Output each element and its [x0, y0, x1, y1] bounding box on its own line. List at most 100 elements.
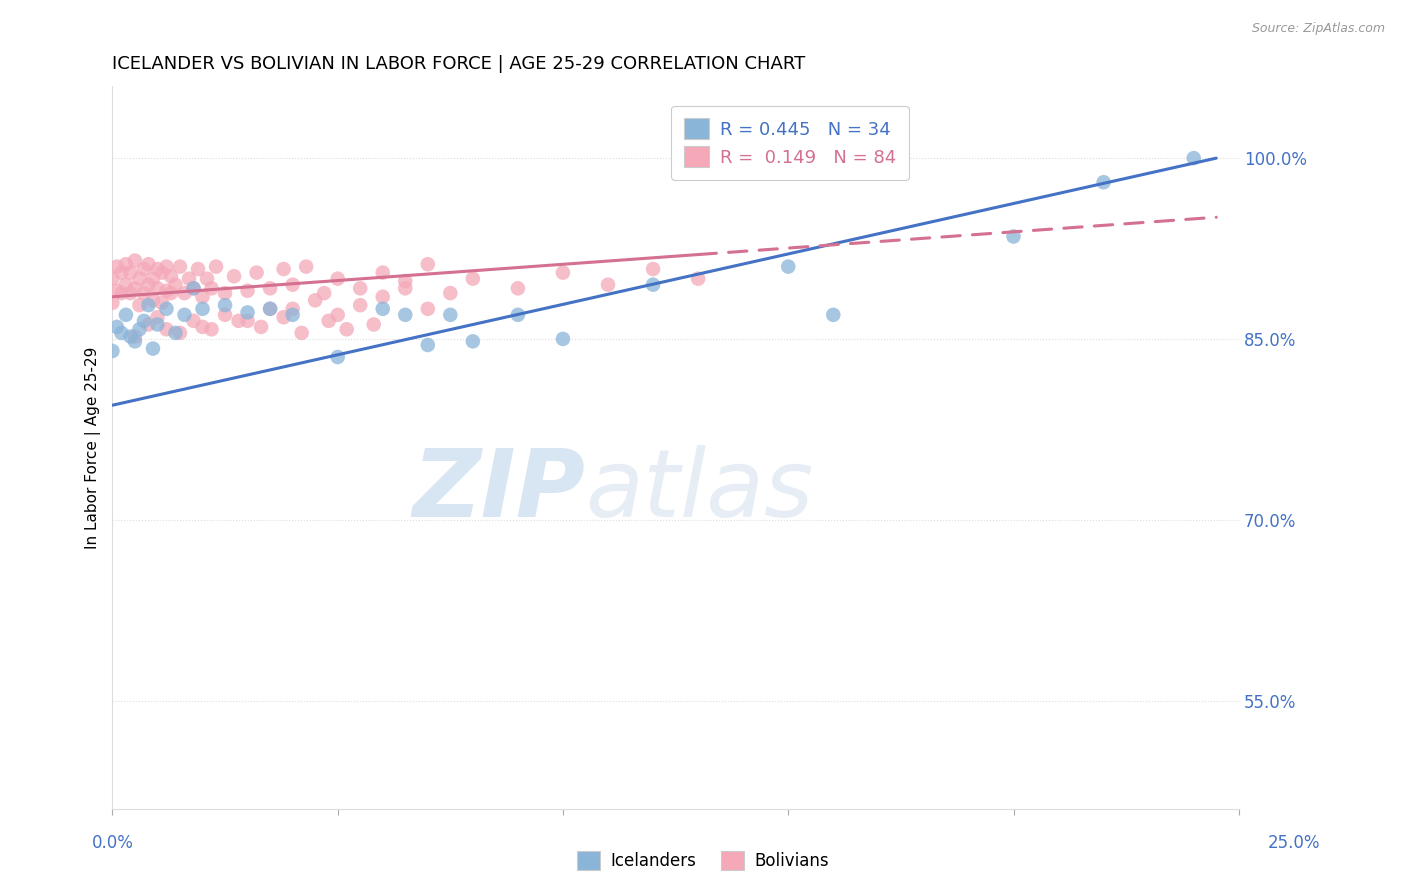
- Point: [371, 301, 394, 316]
- Point: [326, 271, 349, 285]
- Point: [191, 319, 214, 334]
- Point: [778, 260, 800, 274]
- Legend: R = 0.445   N = 34, R =  0.149   N = 84: R = 0.445 N = 34, R = 0.149 N = 84: [671, 105, 908, 180]
- Point: [138, 318, 160, 332]
- Point: [461, 334, 484, 349]
- Point: [596, 277, 619, 292]
- Point: [128, 322, 150, 336]
- Point: [124, 253, 146, 268]
- Point: [115, 308, 138, 322]
- Point: [416, 338, 439, 352]
- Point: [326, 308, 349, 322]
- Point: [688, 271, 710, 285]
- Point: [259, 301, 281, 316]
- Point: [105, 319, 128, 334]
- Text: Source: ZipAtlas.com: Source: ZipAtlas.com: [1251, 22, 1385, 36]
- Point: [128, 271, 150, 285]
- Point: [228, 314, 250, 328]
- Point: [326, 350, 349, 364]
- Point: [336, 322, 359, 336]
- Point: [250, 319, 273, 334]
- Text: atlas: atlas: [585, 445, 814, 536]
- Text: ZIP: ZIP: [412, 445, 585, 537]
- Point: [183, 314, 205, 328]
- Point: [214, 298, 236, 312]
- Point: [236, 305, 259, 319]
- Point: [551, 266, 574, 280]
- Point: [110, 266, 132, 280]
- Point: [641, 262, 664, 277]
- Point: [101, 271, 124, 285]
- Point: [1182, 151, 1205, 165]
- Point: [169, 326, 191, 340]
- Point: [146, 262, 169, 277]
- Point: [124, 334, 146, 349]
- Point: [142, 342, 165, 356]
- Point: [150, 266, 173, 280]
- Point: [101, 295, 124, 310]
- Point: [165, 277, 187, 292]
- Text: 25.0%: 25.0%: [1267, 834, 1320, 852]
- Point: [371, 266, 394, 280]
- Point: [349, 281, 371, 295]
- Point: [115, 257, 138, 271]
- Point: [132, 314, 155, 328]
- Point: [146, 318, 169, 332]
- Point: [142, 271, 165, 285]
- Point: [205, 260, 228, 274]
- Point: [394, 308, 416, 322]
- Point: [101, 343, 124, 358]
- Point: [394, 281, 416, 295]
- Point: [304, 293, 326, 308]
- Point: [177, 271, 200, 285]
- Point: [461, 271, 484, 285]
- Point: [222, 269, 245, 284]
- Point: [146, 281, 169, 295]
- Point: [120, 266, 142, 280]
- Point: [641, 277, 664, 292]
- Point: [506, 281, 529, 295]
- Point: [416, 257, 439, 271]
- Point: [214, 308, 236, 322]
- Point: [146, 310, 169, 325]
- Point: [124, 329, 146, 343]
- Point: [183, 281, 205, 295]
- Point: [155, 322, 177, 336]
- Point: [173, 308, 195, 322]
- Point: [281, 301, 304, 316]
- Point: [371, 290, 394, 304]
- Point: [138, 257, 160, 271]
- Point: [160, 286, 183, 301]
- Point: [138, 277, 160, 292]
- Point: [291, 326, 314, 340]
- Point: [155, 260, 177, 274]
- Point: [120, 286, 142, 301]
- Point: [120, 329, 142, 343]
- Point: [314, 286, 336, 301]
- Point: [195, 271, 218, 285]
- Point: [132, 262, 155, 277]
- Point: [128, 298, 150, 312]
- Point: [183, 281, 205, 295]
- Point: [187, 262, 209, 277]
- Point: [191, 301, 214, 316]
- Point: [200, 322, 222, 336]
- Point: [236, 314, 259, 328]
- Point: [110, 326, 132, 340]
- Point: [191, 290, 214, 304]
- Point: [295, 260, 318, 274]
- Point: [281, 277, 304, 292]
- Point: [105, 284, 128, 298]
- Point: [110, 286, 132, 301]
- Point: [155, 284, 177, 298]
- Point: [1002, 229, 1025, 244]
- Point: [236, 284, 259, 298]
- Point: [439, 286, 461, 301]
- Point: [259, 301, 281, 316]
- Text: 0.0%: 0.0%: [91, 834, 134, 852]
- Point: [124, 281, 146, 295]
- Point: [259, 281, 281, 295]
- Point: [132, 286, 155, 301]
- Point: [551, 332, 574, 346]
- Point: [150, 295, 173, 310]
